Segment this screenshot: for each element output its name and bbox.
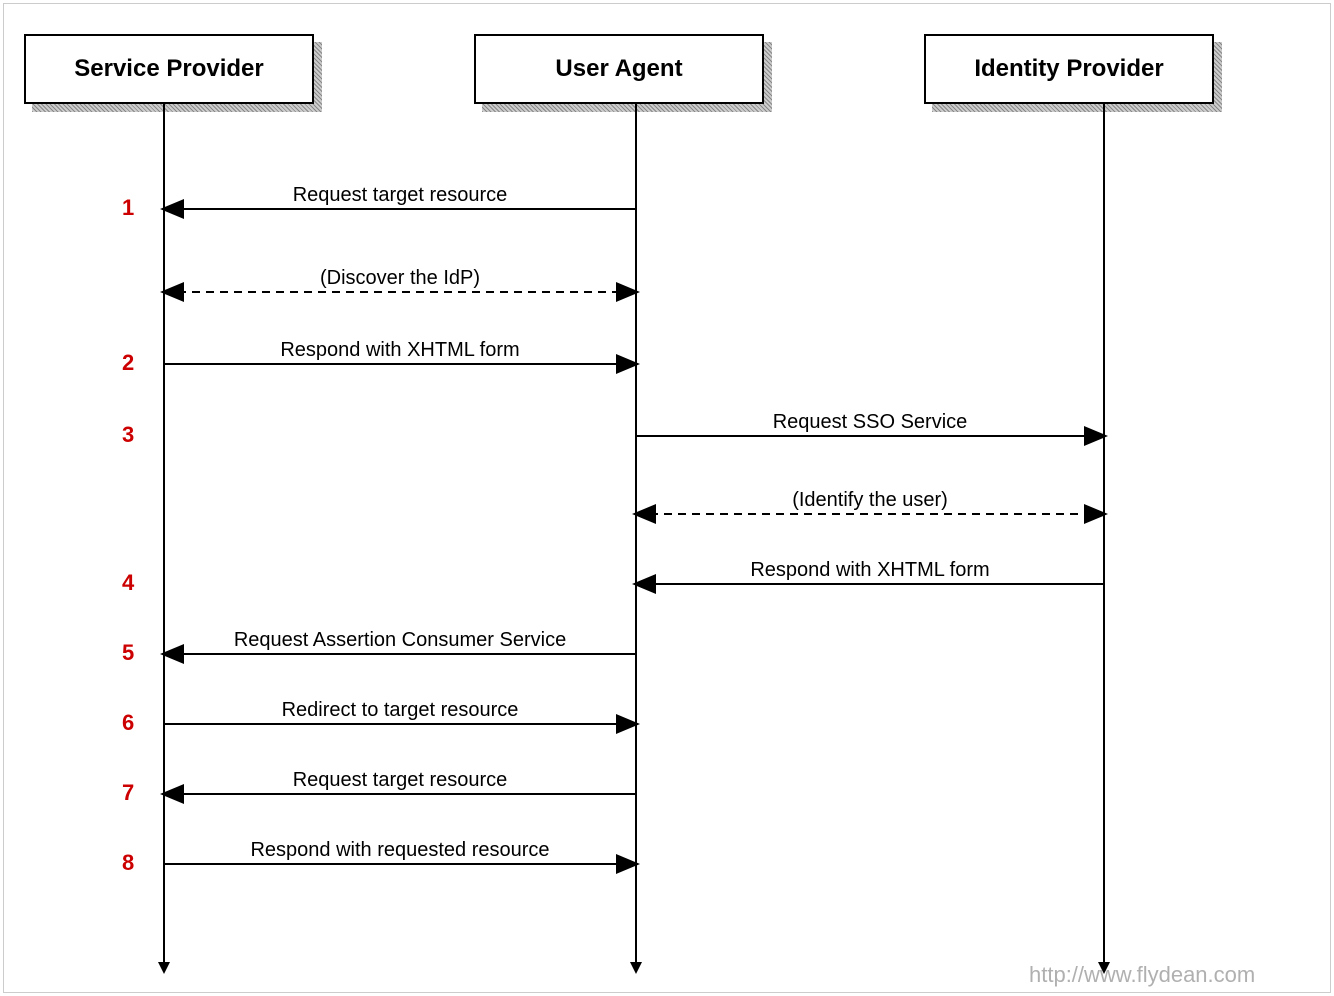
participant-ua: User Agent — [474, 34, 764, 104]
lifeline-arrow-icon — [158, 962, 170, 974]
step-number: 7 — [122, 780, 134, 806]
step-number: 5 — [122, 640, 134, 666]
watermark-text: http://www.flydean.com — [1029, 962, 1255, 988]
step-number: 8 — [122, 850, 134, 876]
message-label: Respond with XHTML form — [276, 339, 523, 362]
message-label: Request target resource — [289, 184, 512, 207]
sequence-diagram: Service Provider User Agent Identity Provi… — [3, 3, 1331, 993]
lifeline-arrow-icon — [630, 962, 642, 974]
step-number: 3 — [122, 422, 134, 448]
step-number: 4 — [122, 570, 134, 596]
diagram-svg — [4, 4, 1332, 994]
step-number: 1 — [122, 195, 134, 221]
lifeline-ua — [635, 104, 637, 964]
message-label: Request target resource — [289, 769, 512, 792]
message-label: Request SSO Service — [769, 411, 972, 434]
message-label: (Discover the IdP) — [316, 267, 484, 290]
message-label: (Identify the user) — [788, 489, 952, 512]
message-label: Respond with XHTML form — [746, 559, 993, 582]
participant-idp: Identity Provider — [924, 34, 1214, 104]
message-label: Redirect to target resource — [278, 699, 523, 722]
lifeline-sp — [163, 104, 165, 964]
lifeline-idp — [1103, 104, 1105, 964]
message-label: Respond with requested resource — [246, 839, 553, 862]
step-number: 6 — [122, 710, 134, 736]
message-label: Request Assertion Consumer Service — [230, 629, 570, 652]
participant-sp: Service Provider — [24, 34, 314, 104]
step-number: 2 — [122, 350, 134, 376]
